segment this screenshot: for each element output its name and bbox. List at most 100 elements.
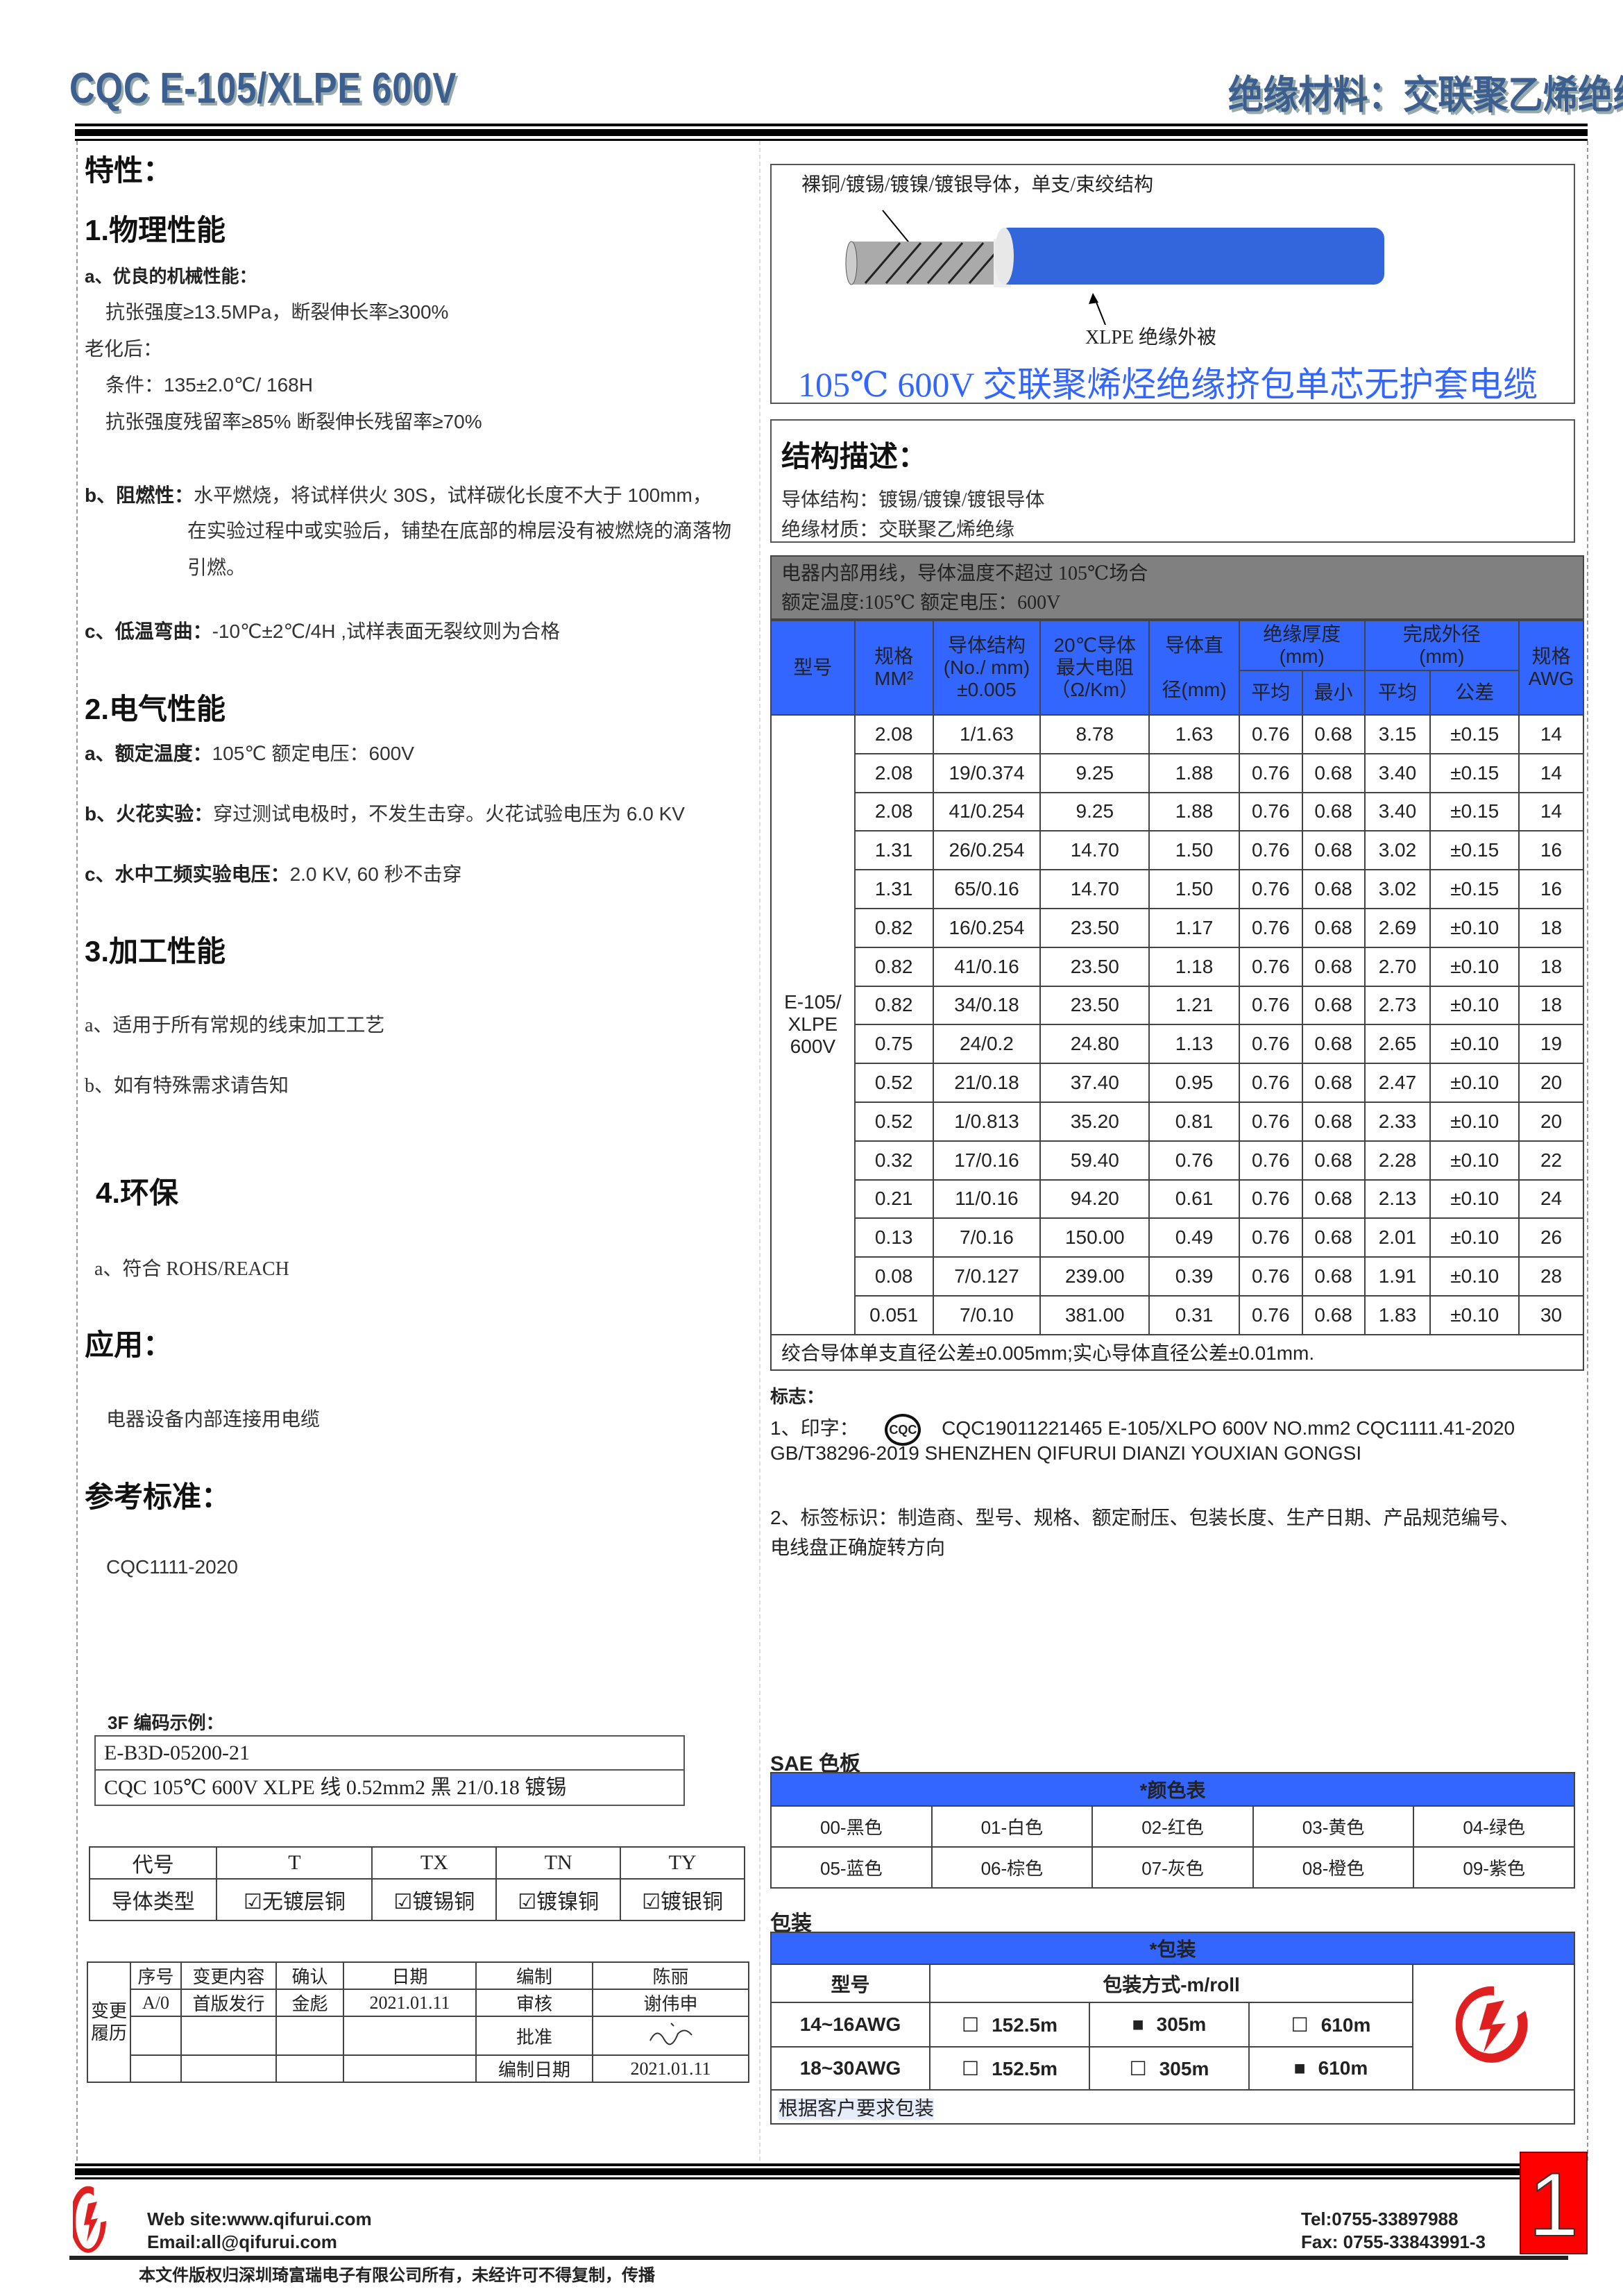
spec-cell: 28 [1518, 1256, 1584, 1297]
pk-option[interactable]: ■ 610m [1248, 2046, 1413, 2091]
left-border [76, 141, 78, 2161]
spec-cell: 0.76 [1238, 752, 1303, 793]
spec-cell: 0.051 [853, 1294, 934, 1335]
color-item: 05-蓝色 [770, 1846, 933, 1889]
spec-cell: 0.68 [1301, 1256, 1366, 1297]
checkbox-empty-icon[interactable]: ☐ [1291, 2014, 1309, 2036]
role-label: 批准 [475, 2016, 593, 2056]
water-test-label: c、水中工频实验电压： [85, 863, 290, 885]
spec-cell: 150.00 [1039, 1217, 1150, 1258]
spec-cell: 2.01 [1363, 1217, 1431, 1258]
spec-cell: 17/0.16 [932, 1140, 1042, 1181]
bottom-rule [75, 2163, 1522, 2166]
spec-cell: 3.40 [1363, 791, 1431, 832]
structure-title: 结构描述： [781, 440, 928, 473]
doc-title: CQC E-105/XLPE 600V [69, 65, 457, 112]
code-example-code: E-B3D-05200-21 [96, 1737, 683, 1771]
spec-cell: 0.31 [1148, 1294, 1240, 1335]
spec-cell: ±0.10 [1429, 1179, 1520, 1219]
features-title: 特性： [85, 154, 173, 187]
th-tn: TN [495, 1846, 622, 1880]
pk-model: 18~30AWG [770, 2046, 931, 2091]
bottom-rule-thin [75, 2177, 1522, 2179]
spec-cell: ±0.15 [1429, 752, 1520, 793]
spec-cell: 2.08 [853, 752, 934, 793]
spec-cell: 23.50 [1039, 946, 1150, 987]
top-rule [75, 124, 1588, 126]
spec-cell: 26/0.254 [932, 830, 1042, 871]
structure-box: 结构描述： 导体结构：镀锡/镀镍/镀银导体 绝缘材质：交联聚乙烯绝缘 [770, 419, 1575, 543]
type-nickel[interactable]: ☑镀镍铜 [495, 1878, 622, 1921]
cable-caption-top: 裸铜/镀锡/镀镍/镀银导体，单支/束绞结构 [801, 174, 1154, 196]
spark-text: 穿过测试电极时，不发生击穿。火花试验电压为 6.0 KV [213, 803, 685, 825]
type-bare[interactable]: ☑无镀层铜 [216, 1878, 373, 1921]
footer-email[interactable]: Email:all@qifurui.com [147, 2231, 337, 2252]
spec-cell: 18 [1518, 985, 1584, 1026]
spec-cell: 1/1.63 [932, 714, 1042, 754]
env-title: 4.环保 [96, 1176, 179, 1209]
footer-web[interactable]: Web site:www.qifurui.com [147, 2209, 372, 2229]
spec-cell: ±0.10 [1429, 907, 1520, 948]
conductor-type-table: 代号 T TX TN TY 导体类型 ☑无镀层铜 ☑镀锡铜 ☑镀镍铜 ☑镀银铜 [88, 1846, 745, 1921]
color-item: 02-红色 [1091, 1805, 1254, 1848]
packaging-title: 包装 [770, 1912, 812, 1935]
spec-cell: 7/0.16 [932, 1217, 1042, 1258]
pk-model: 14~16AWG [770, 2002, 931, 2048]
spec-cell: 0.68 [1301, 1294, 1366, 1335]
color-item: 00-黑色 [770, 1805, 933, 1848]
th-od-avg: 平均 [1363, 670, 1431, 716]
spec-cell: ±0.10 [1429, 1024, 1520, 1065]
spec-row: 1.31 26/0.254 14.70 1.50 0.76 0.68 3.02 ±0.15 16 [771, 830, 1584, 871]
pk-option[interactable]: ☐ 152.5m [929, 2002, 1090, 2048]
role-value: 2021.01.11 [592, 2054, 749, 2083]
code-example-desc: CQC 105℃ 600V XLPE 线 0.52mm2 黑 21/0.18 镀… [104, 1776, 567, 1799]
flame-text-3: 引燃。 [187, 557, 246, 578]
flame-text-2: 在实验过程中或实验后，铺垫在底部的棉层没有被燃烧的滴落物 [187, 520, 732, 541]
checkbox-empty-icon[interactable]: ☐ [961, 2014, 980, 2036]
spec-cell: 0.32 [853, 1140, 934, 1181]
marking-line1: 1、印字： CQC CQC19011221465 E-105/XLPO 600V… [770, 1413, 1515, 1446]
pk-option[interactable]: ■ 305m [1089, 2002, 1250, 2048]
th-od-tol: 公差 [1429, 670, 1520, 716]
spec-cell: 19/0.374 [932, 752, 1042, 793]
pk-option[interactable]: ☐ 610m [1248, 2002, 1413, 2048]
spec-cell: ±0.10 [1429, 1101, 1520, 1142]
spec-cell: 0.76 [1238, 1140, 1303, 1181]
type-tin[interactable]: ☑镀锡铜 [371, 1878, 498, 1921]
page-number: 1 [1520, 2152, 1588, 2256]
checkbox-checked-icon[interactable]: ■ [1293, 2057, 1306, 2079]
cold-bend-text: -10℃±2℃/4H ,试样表面无裂纹则为合格 [212, 621, 561, 642]
pk-option[interactable]: ☐ 152.5m [929, 2046, 1090, 2091]
spec-cell: 7/0.10 [932, 1294, 1042, 1335]
spec-cell: 0.61 [1148, 1179, 1240, 1219]
cold-bend-label: c、低温弯曲： [85, 621, 212, 642]
color-item: 06-棕色 [931, 1846, 1094, 1889]
spec-cell: 3.15 [1363, 714, 1431, 754]
pk-th-model: 型号 [770, 1964, 931, 2003]
spec-cell: ±0.10 [1429, 946, 1520, 987]
th-awg: 规格 AWG [1518, 620, 1584, 716]
spec-model: E-105/ XLPE 600V [770, 714, 856, 1335]
color-item: 04-绿色 [1413, 1805, 1575, 1848]
standard-text: CQC1111-2020 [106, 1556, 238, 1578]
column-divider [759, 141, 760, 2161]
spec-cell: 1.21 [1148, 985, 1240, 1026]
rated-temp-label: a、额定温度： [85, 743, 212, 764]
spec-table: 型号 规格 MM² 导体结构 (No./ mm) ±0.005 20℃导体 最大… [770, 620, 1584, 1371]
checkbox-empty-icon[interactable]: ☐ [961, 2057, 980, 2079]
spec-cell: 14 [1518, 752, 1584, 793]
th-change: 变更内容 [180, 1961, 277, 1990]
marking-l1-label: 1、印字： [770, 1417, 859, 1439]
checkbox-checked-icon[interactable]: ■ [1132, 2014, 1144, 2035]
type-silver[interactable]: ☑镀银铜 [620, 1878, 745, 1921]
cable-illustration-box: 裸铜/镀锡/镀镍/镀银导体，单支/束绞结构 XLPE 绝缘外被 105℃ 600… [770, 164, 1575, 404]
pk-option[interactable]: ☐ 305m [1089, 2046, 1250, 2091]
checkbox-empty-icon[interactable]: ☐ [1129, 2057, 1147, 2079]
history-confirm: 金彪 [275, 1989, 344, 2017]
conductor-type-label: 导体类型 [88, 1878, 218, 1921]
th-structure: 导体结构 (No./ mm) ±0.005 [932, 620, 1042, 716]
spec-cell: 0.76 [1238, 1063, 1303, 1103]
spec-cell: 0.08 [853, 1256, 934, 1297]
spec-row: E-105/ XLPE 600V 2.08 1/1.63 8.78 1.63 0.76 0.… [770, 714, 1584, 1335]
marking-title: 标志： [770, 1386, 825, 1407]
